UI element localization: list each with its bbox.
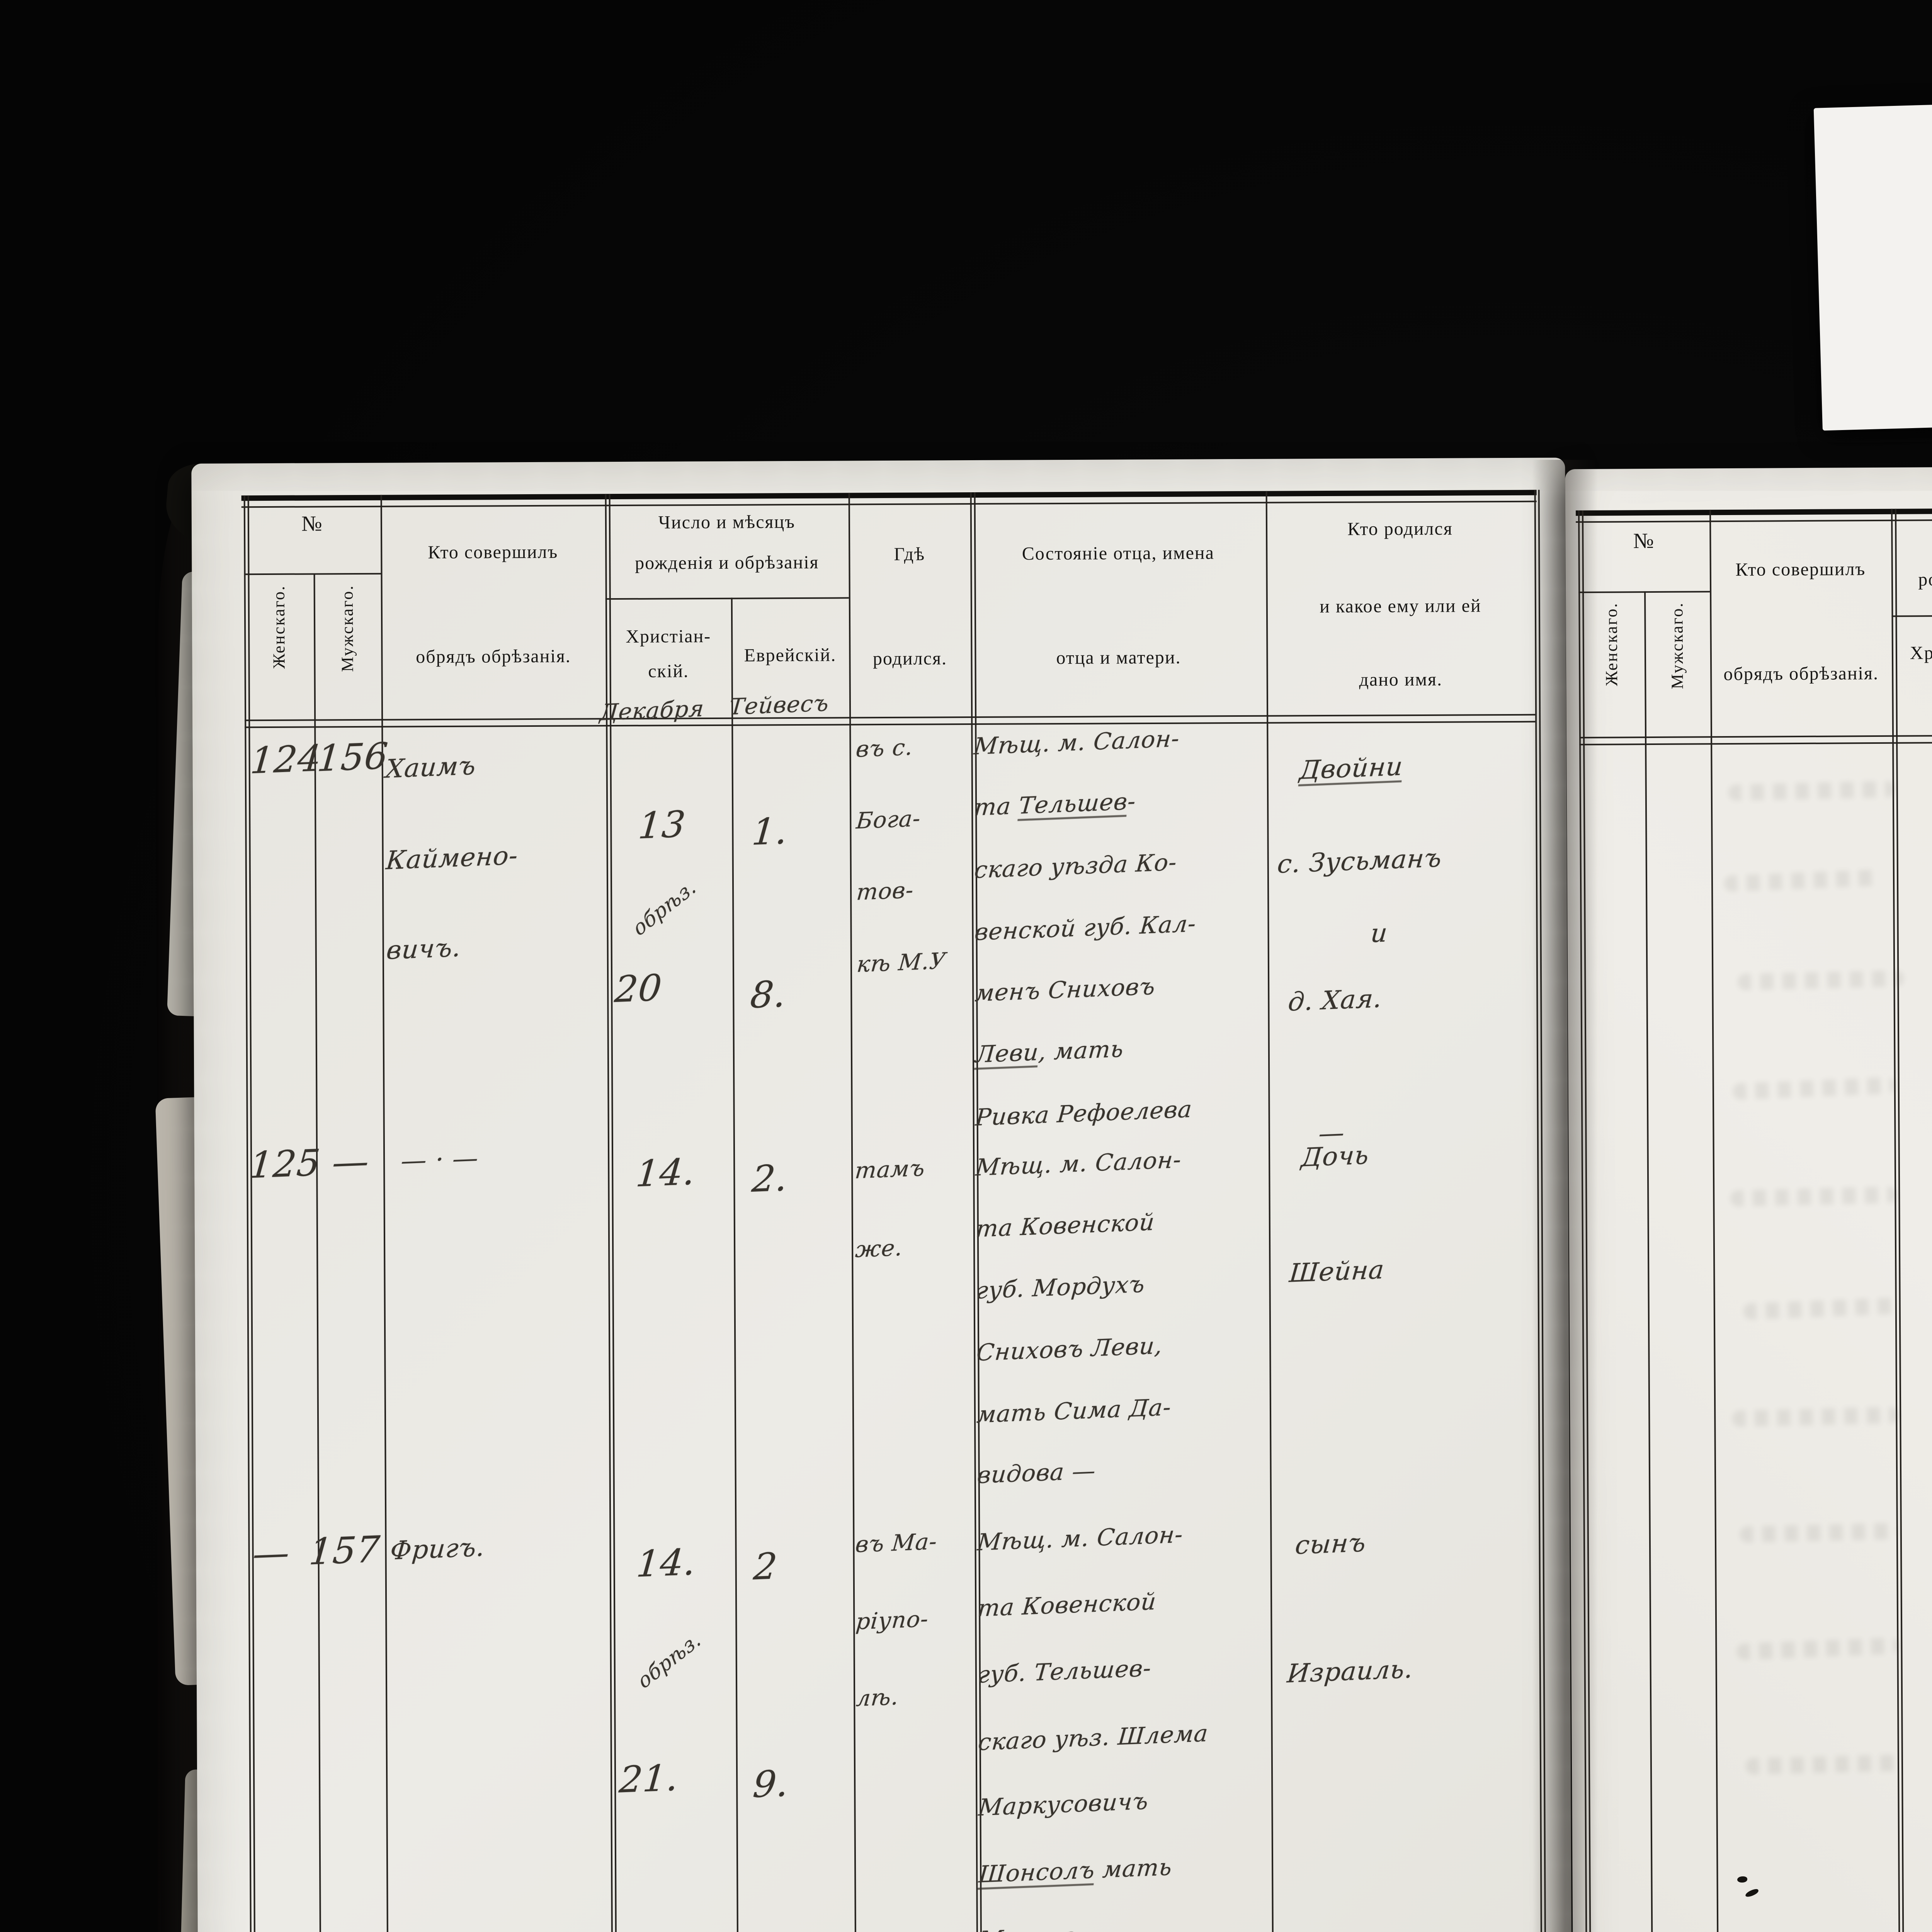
header-female-column: Женскаго. (1602, 602, 1621, 686)
header-christian: Христіан- (1910, 642, 1932, 663)
header-performer: Кто совершилъ (1735, 559, 1866, 580)
header-performer: обрядъ обрѣзанія. (1723, 663, 1879, 685)
book-gutter-shadow (1532, 460, 1598, 1932)
header-date-group: рожденія и обрѣзанія (1918, 568, 1932, 590)
damage-label-card: Damaged Documnts Поврежденный документ (1813, 89, 1932, 431)
ink-speck (1737, 1876, 1747, 1883)
bleed-through-ghost-text (0, 0, 1932, 1775)
header-number: № (1633, 529, 1655, 553)
header-male-column: Мужскаго. (1667, 602, 1687, 689)
